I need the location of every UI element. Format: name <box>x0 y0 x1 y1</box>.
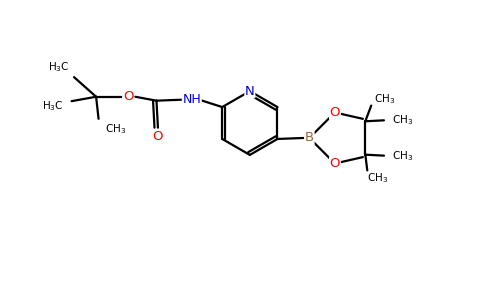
Text: H$_3$C: H$_3$C <box>42 99 64 113</box>
Text: O: O <box>123 90 133 103</box>
Text: H$_3$C: H$_3$C <box>47 60 69 74</box>
Text: O: O <box>330 157 340 170</box>
Text: CH$_3$: CH$_3$ <box>105 122 126 136</box>
Text: CH$_3$: CH$_3$ <box>393 113 413 127</box>
Text: CH$_3$: CH$_3$ <box>393 149 413 163</box>
Text: CH$_3$: CH$_3$ <box>374 92 395 106</box>
Text: NH: NH <box>182 93 201 106</box>
Text: N: N <box>245 85 255 98</box>
Text: O: O <box>152 130 163 143</box>
Text: O: O <box>330 106 340 119</box>
Text: CH$_3$: CH$_3$ <box>367 171 389 185</box>
Text: B: B <box>305 131 314 145</box>
